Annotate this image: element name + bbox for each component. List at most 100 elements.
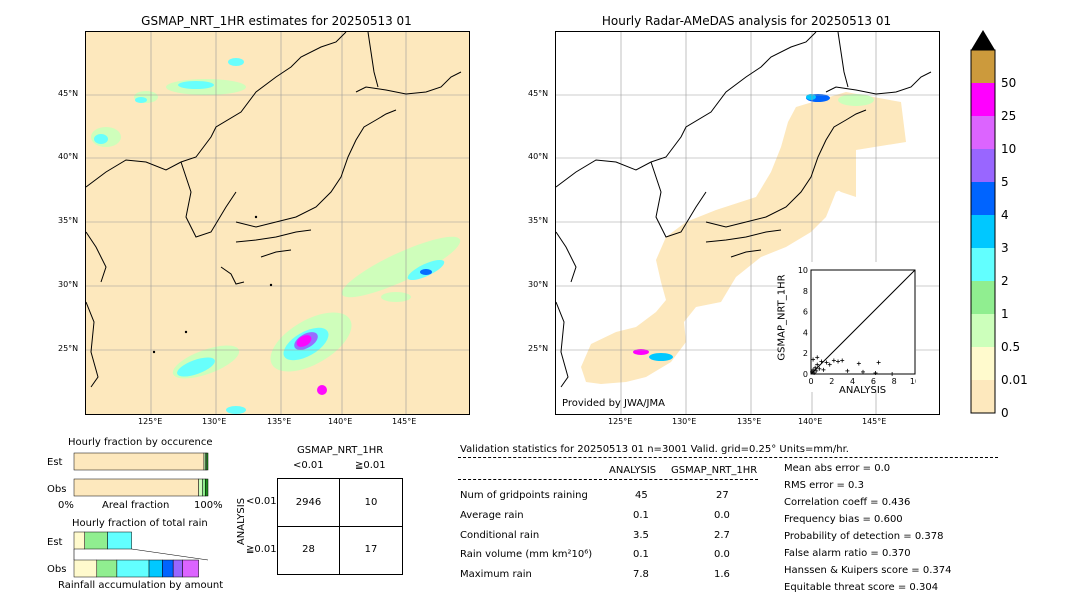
validation-divider [458,457,998,458]
colorbar-segment [971,281,995,314]
colorbar-segment [971,248,995,281]
scatter-diagonal [810,269,916,375]
colorbar-segment [971,83,995,116]
colorbar-segment [971,215,995,248]
right-lon-label: 130°E [672,417,697,426]
score-line: Frequency bias = 0.600 [784,514,903,525]
scatter-point [819,359,824,364]
scatter-point [831,358,836,363]
right-map-coastline [556,32,932,388]
occurrence-segment [205,478,209,497]
scatter-point [827,362,832,367]
left-lat-label: 30°N [58,280,79,289]
total-rain-segment [182,559,199,578]
occurrence-segment [202,478,206,497]
validation-row-label: Maximum rain [460,569,532,580]
contingency-row-label: ≧0.01 [246,544,277,555]
left-lat-label: 45°N [58,89,79,98]
scatter-xlabel: ANALYSIS [839,385,887,396]
validation-row-label: Num of gridpoints raining [460,490,588,501]
left-lon-label: 125°E [138,417,163,426]
validation-row-analysis: 0.1 [633,510,649,521]
occurrence-axis-mid: Areal fraction [102,500,170,511]
colorbar-segment [971,116,995,149]
scatter-point [890,372,895,376]
validation-col-gsmap: GSMAP_NRT_1HR [671,465,758,476]
total-rain-footer: Rainfall accumulation by amount [58,580,224,591]
scatter-y-tick: 2 [803,349,808,358]
left-lat-label: 35°N [58,216,79,225]
scatter-point [845,368,850,373]
total-rain-row-label: Est [47,537,63,548]
score-line: Equitable threat score = 0.304 [784,582,939,593]
validation-col-divider [458,479,758,480]
total-rain-segment [116,559,150,578]
validation-row-gsmap: 2.7 [714,530,730,541]
colorbar-tick-label: 0.5 [1001,340,1020,354]
scatter-point [873,370,878,375]
scatter-ylabel: GSMAP_NRT_1HR [776,274,788,361]
colorbar-tick-label: 1 [1001,307,1009,321]
total-rain-segment [162,559,174,578]
occurrence-segment [73,478,199,497]
colorbar-tick-label: 5 [1001,175,1009,189]
scatter-point [824,360,829,365]
right-lon-label: 145°E [862,417,887,426]
left-lat-label: 40°N [58,152,79,161]
left-map-islands [152,215,273,354]
score-line: Mean abs error = 0.0 [784,463,891,474]
scatter-point [856,361,861,366]
colorbar-segment [971,149,995,182]
score-line: Correlation coeff = 0.436 [784,497,911,508]
occurrence-segment [198,478,203,497]
score-line: RMS error = 0.3 [784,480,864,491]
validation-row-label: Average rain [460,510,524,521]
left-map [85,31,470,415]
scatter-point [861,369,865,374]
total-rain-connector [131,548,209,561]
right-lat-label: 40°N [528,152,549,161]
scatter-x-tick: 4 [850,377,855,386]
contingency-col-label: ≧0.01 [355,460,386,471]
right-lat-label: 45°N [528,89,549,98]
occurrence-segment [206,452,209,471]
colorbar-tick-label: 0.01 [1001,373,1028,387]
contingency-cell: 2946 [295,497,322,508]
scatter-point [810,369,815,374]
scatter-point [814,368,819,373]
validation-row-gsmap: 0.0 [714,510,730,521]
right-map-credit: Provided by JWA/JMA [562,398,665,409]
colorbar-frame [970,49,996,414]
validation-header: Validation statistics for 20250513 01 n=… [460,444,849,455]
right-map-title: Hourly Radar-AMeDAS analysis for 2025051… [601,14,892,28]
right-lon-label: 135°E [737,417,762,426]
left-lat-label: 25°N [58,344,79,353]
contingency-row-label: <0.01 [246,496,277,507]
score-line: Probability of detection = 0.378 [784,531,944,542]
colorbar-segment [971,380,995,413]
colorbar: 0 0.01 0.5 1 2 3 4 5 10 25 50 [970,30,1028,420]
score-line: False alarm ratio = 0.370 [784,548,911,559]
right-lat-label: 35°N [528,216,549,225]
colorbar-tick-label: 2 [1001,274,1009,288]
scatter-point [836,359,841,364]
scatter-x-tick: 0 [808,377,813,386]
total-rain-bars [73,531,209,578]
colorbar-segment [971,50,995,83]
left-map-canvas [86,32,469,414]
scatter-y-tick: 4 [803,328,808,337]
contingency-col-title: GSMAP_NRT_1HR [297,445,384,456]
colorbar-segment [971,314,995,347]
scatter-point [813,365,818,370]
left-map-coastline [86,32,462,388]
validation-row-gsmap: 27 [716,490,729,501]
left-lon-label: 135°E [267,417,292,426]
colorbar-tick-label: 50 [1001,76,1016,90]
validation-row-gsmap: 1.6 [714,569,730,580]
scatter-plot: 0 2 4 6 8 10 0 2 4 6 8 10 [798,266,920,386]
colorbar-segment [971,347,995,380]
total-rain-title: Hourly fraction of total rain [72,518,208,529]
score-line: Hanssen & Kuipers score = 0.374 [784,565,952,576]
validation-row-analysis: 0.1 [633,549,649,560]
scatter-y-tick: 0 [803,370,808,379]
